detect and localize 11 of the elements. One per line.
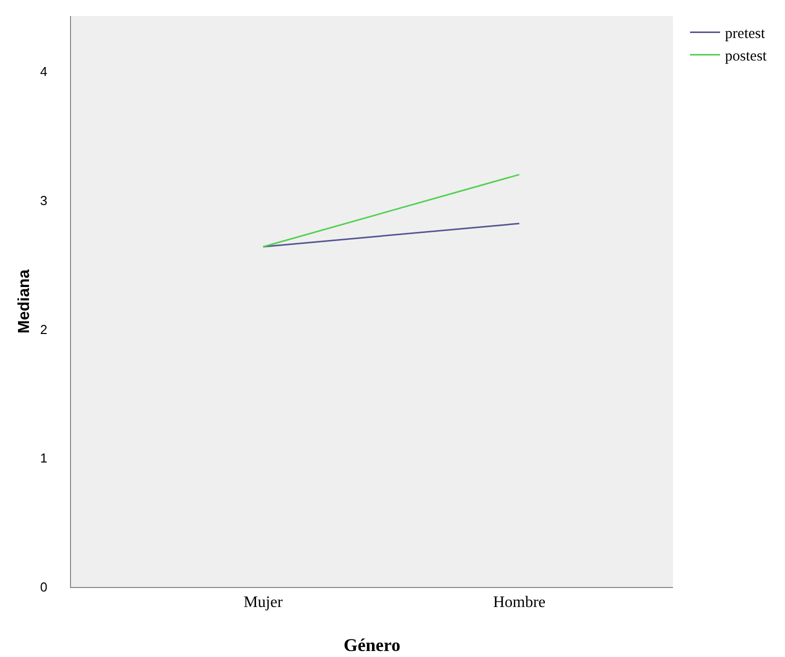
y-tick-label: 3 [40,192,48,208]
x-tick-label: Mujer [244,594,284,612]
legend-label: pretest [725,26,766,42]
y-axis-title: Mediana [16,269,33,334]
y-tick-label: 0 [40,580,48,595]
y-tick-label: 1 [40,450,48,466]
y-tick-label: 2 [40,322,48,337]
x-tick-label: Hombre [493,594,546,612]
x-axis-title: Género [344,635,400,655]
y-tick-label: 4 [40,64,48,79]
legend-label: postest [725,48,768,65]
